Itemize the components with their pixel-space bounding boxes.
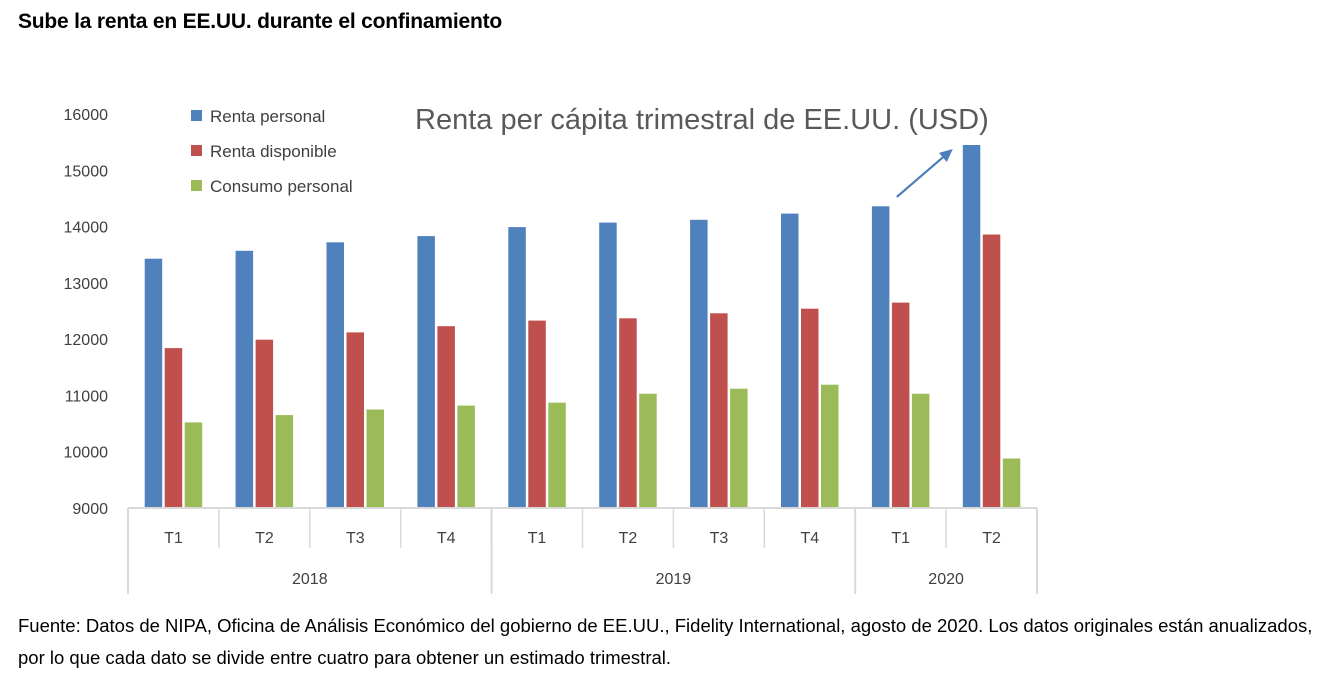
bar-renta-disponible-4 bbox=[437, 326, 455, 508]
legend-label-consumo-personal: Consumo personal bbox=[210, 177, 353, 196]
x-tick-label: T2 bbox=[255, 530, 274, 547]
y-tick-label: 12000 bbox=[64, 332, 109, 349]
bar-renta-disponible-7 bbox=[710, 313, 728, 508]
y-tick-label: 13000 bbox=[64, 276, 109, 293]
bar-renta-personal-9 bbox=[871, 206, 890, 509]
x-tick-label: T1 bbox=[891, 530, 910, 547]
bar-consumo-personal-8 bbox=[821, 384, 839, 508]
x-tick-label: T1 bbox=[164, 530, 183, 547]
bar-renta-disponible-5 bbox=[528, 320, 546, 508]
bar-renta-personal-2 bbox=[235, 250, 254, 509]
axes-layer: 9000 10000 11000 12000 13000 14000 15000 16000 T… bbox=[64, 107, 1038, 594]
bar-consumo-personal-4 bbox=[457, 405, 475, 508]
group-label-2019: 2019 bbox=[656, 571, 692, 588]
bar-renta-personal-7 bbox=[690, 219, 708, 509]
legend-label-renta-personal: Renta personal bbox=[210, 107, 325, 126]
annotation-arrow-line bbox=[896, 153, 948, 198]
bar-renta-personal-8 bbox=[781, 213, 799, 508]
bar-consumo-personal-1 bbox=[184, 422, 203, 508]
bar-renta-personal-10 bbox=[962, 145, 981, 508]
legend-swatch-renta-personal bbox=[191, 110, 202, 121]
bar-renta-disponible-10 bbox=[982, 234, 1001, 508]
bar-chart: 9000 10000 11000 12000 13000 14000 15000 16000 T… bbox=[64, 104, 1038, 594]
x-tick-label: T3 bbox=[346, 530, 365, 547]
source-note: Fuente: Datos de NIPA, Oficina de Anális… bbox=[18, 615, 1313, 668]
bars-layer bbox=[144, 145, 1021, 509]
y-tick-label: 15000 bbox=[64, 163, 109, 180]
group-label-2018: 2018 bbox=[292, 571, 328, 588]
bar-consumo-personal-3 bbox=[366, 409, 384, 508]
annotation-layer bbox=[896, 148, 953, 198]
bar-renta-personal-6 bbox=[599, 222, 617, 508]
bar-renta-personal-3 bbox=[326, 242, 344, 509]
y-tick-label: 10000 bbox=[64, 445, 109, 462]
bar-renta-disponible-9 bbox=[891, 302, 910, 508]
bar-consumo-personal-10 bbox=[1002, 458, 1021, 508]
y-tick-label: 11000 bbox=[65, 388, 108, 405]
legend-label-renta-disponible: Renta disponible bbox=[210, 142, 337, 161]
bar-renta-personal-1 bbox=[144, 258, 163, 508]
group-label-2020: 2020 bbox=[928, 571, 964, 588]
x-tick-label: T4 bbox=[800, 530, 819, 547]
bar-renta-disponible-3 bbox=[346, 332, 364, 508]
x-tick-label: T3 bbox=[710, 530, 729, 547]
bar-renta-disponible-8 bbox=[801, 308, 819, 508]
x-tick-label: T1 bbox=[528, 530, 547, 547]
y-tick-label: 9000 bbox=[72, 501, 108, 518]
y-tick-label: 16000 bbox=[64, 107, 109, 124]
headline: Sube la renta en EE.UU. durante el confi… bbox=[18, 10, 502, 33]
chart-title: Renta per cápita trimestral de EE.UU. (U… bbox=[415, 104, 989, 136]
bar-renta-disponible-2 bbox=[255, 339, 274, 508]
bar-renta-disponible-6 bbox=[619, 318, 637, 508]
x-tick-label: T2 bbox=[619, 530, 638, 547]
bar-consumo-personal-2 bbox=[275, 415, 294, 508]
bar-renta-disponible-1 bbox=[164, 348, 183, 508]
bar-renta-personal-4 bbox=[417, 236, 435, 508]
bar-consumo-personal-5 bbox=[548, 402, 566, 508]
legend: Renta personal Renta disponible Consumo pe… bbox=[191, 107, 353, 196]
bar-consumo-personal-9 bbox=[911, 393, 930, 508]
bar-consumo-personal-7 bbox=[730, 388, 748, 508]
annotation-arrow-head bbox=[939, 148, 953, 162]
x-tick-label: T4 bbox=[437, 530, 456, 547]
x-tick-label: T2 bbox=[982, 530, 1001, 547]
legend-swatch-consumo-personal bbox=[191, 180, 202, 191]
legend-swatch-renta-disponible bbox=[191, 145, 202, 156]
bar-renta-personal-5 bbox=[508, 227, 526, 508]
bar-consumo-personal-6 bbox=[639, 393, 657, 508]
y-tick-label: 14000 bbox=[64, 220, 109, 237]
